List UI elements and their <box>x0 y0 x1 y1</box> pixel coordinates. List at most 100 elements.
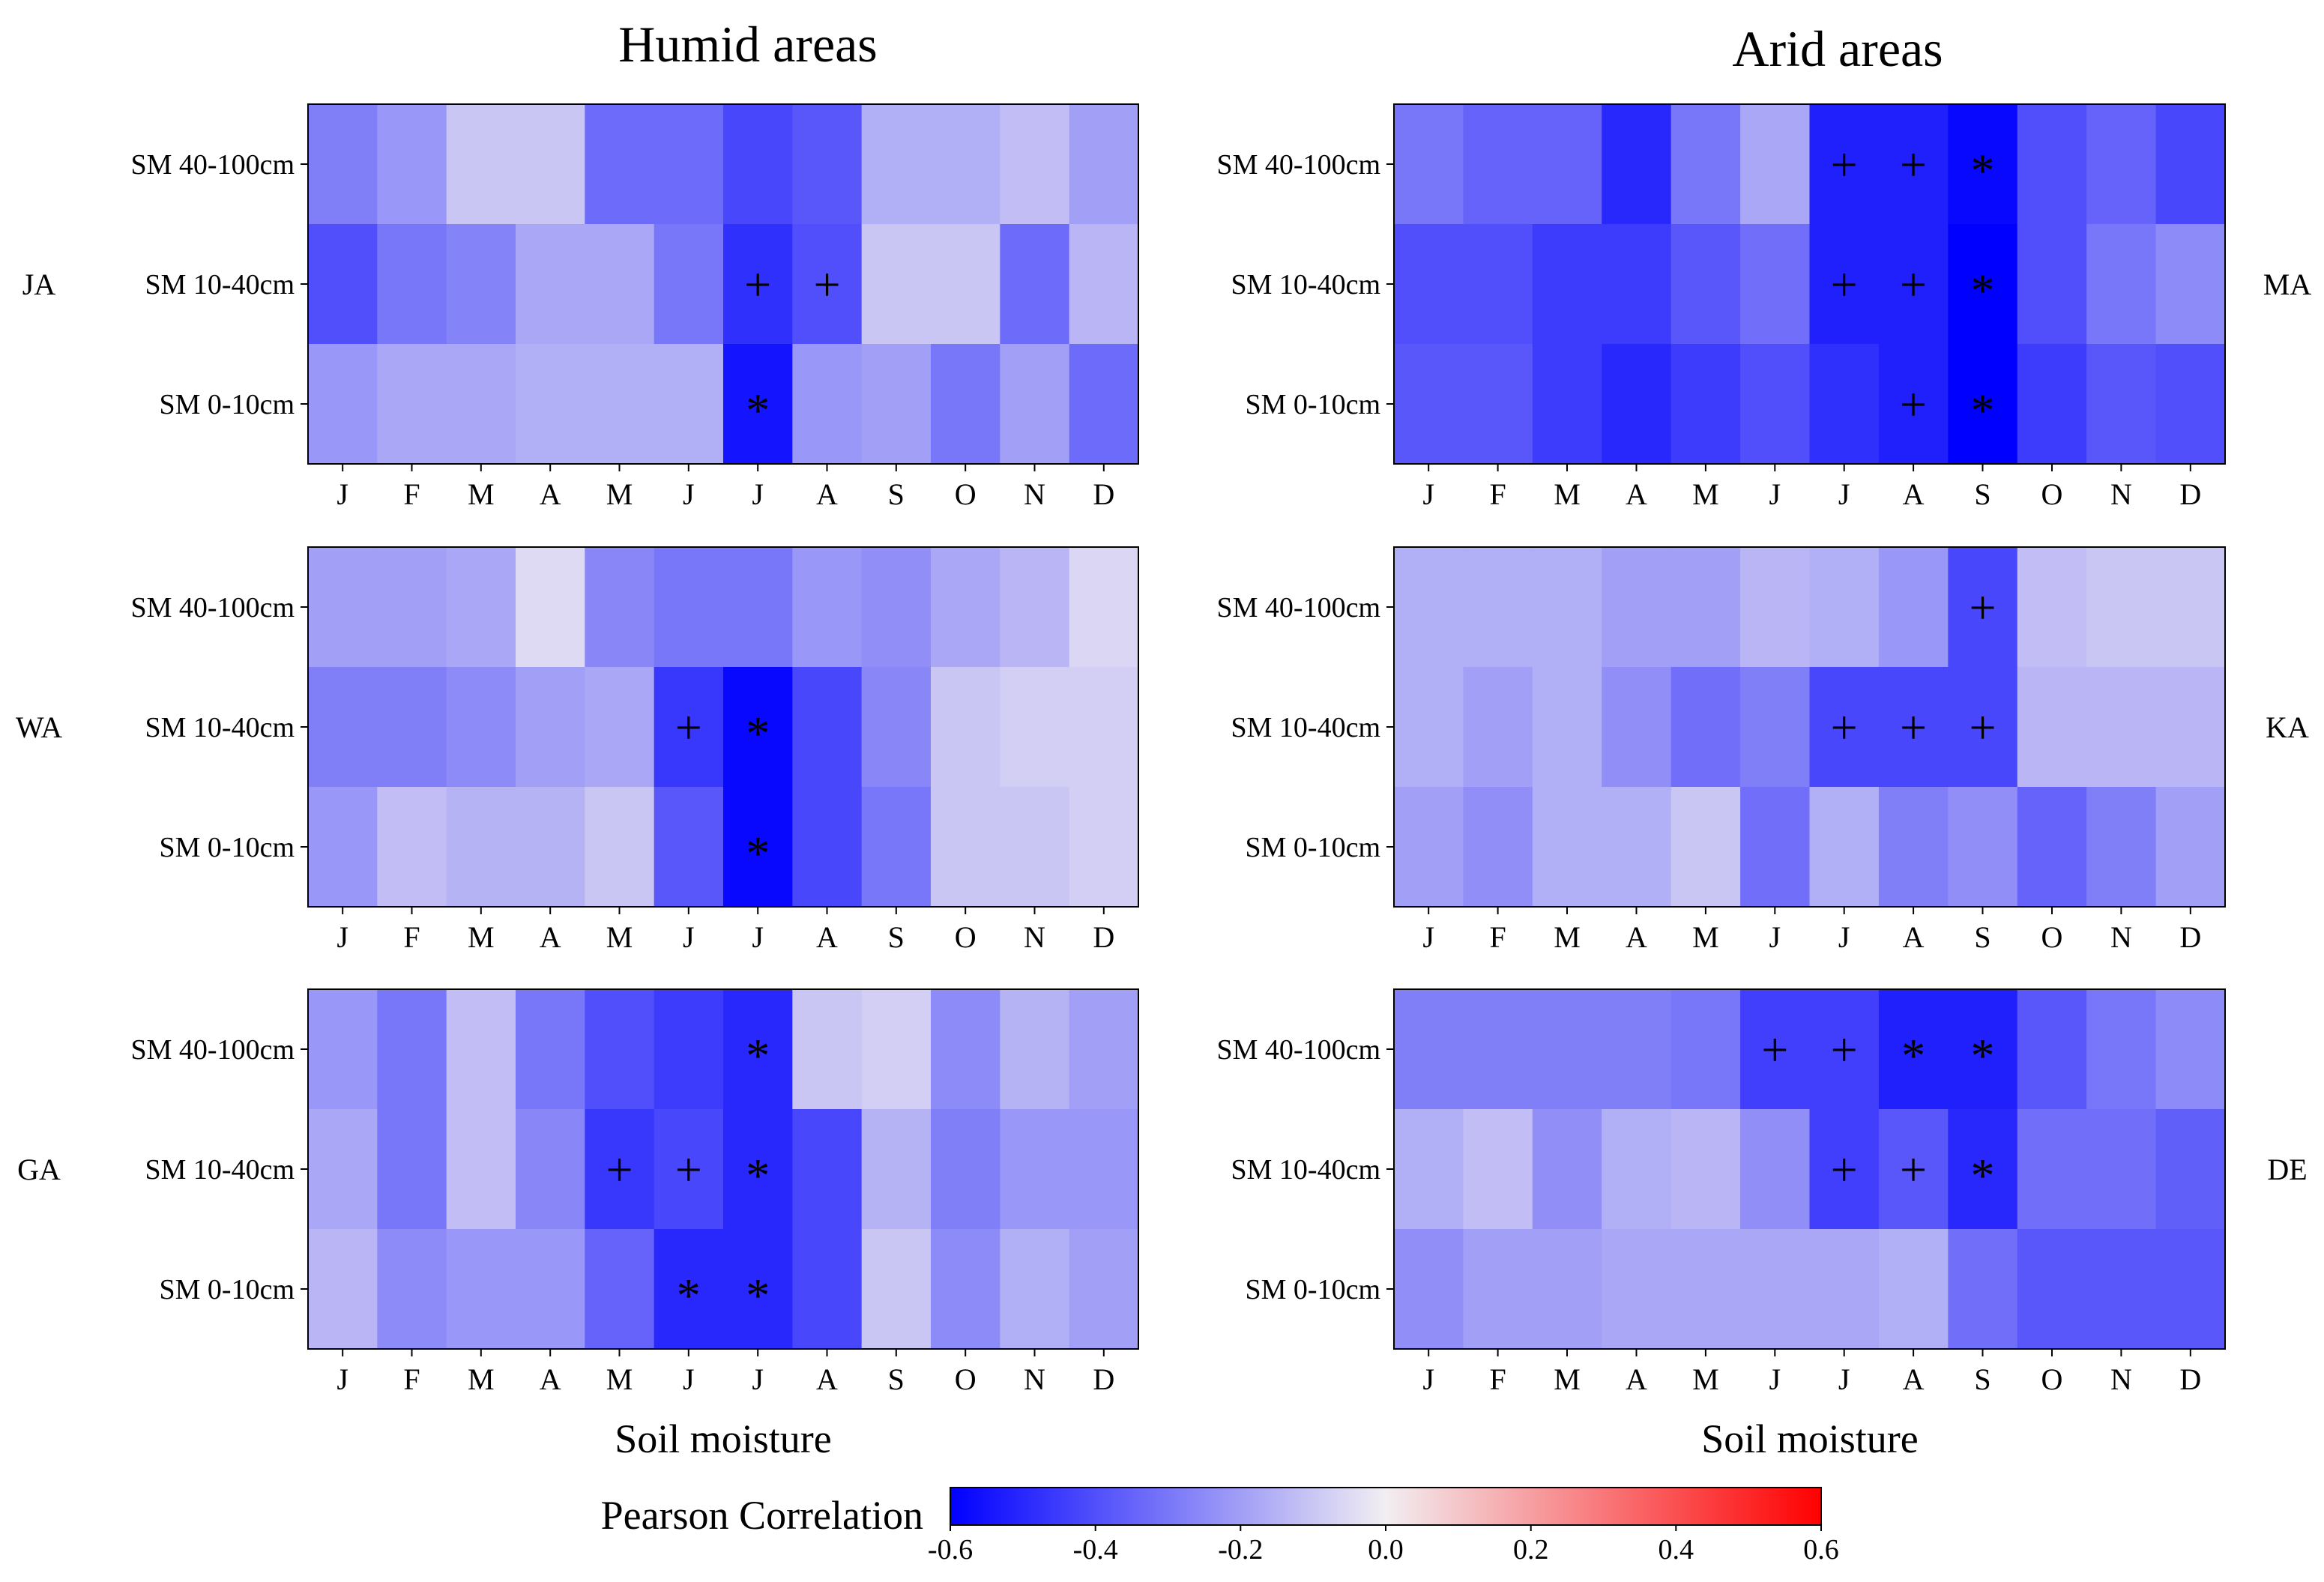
heat-cell <box>654 1109 724 1230</box>
heat-cell <box>1809 344 1880 465</box>
heat-cell <box>1878 1229 1949 1350</box>
month-label: A <box>540 920 561 954</box>
colorbar-tick-label: -0.6 <box>928 1534 973 1566</box>
significance-plus: + <box>606 1143 633 1196</box>
significance-star: * <box>746 1149 770 1202</box>
heat-cell <box>1602 1109 1672 1230</box>
month-label: A <box>816 1362 838 1396</box>
month-label: M <box>606 477 633 511</box>
heat-cell <box>931 547 1000 668</box>
heat-cell <box>1809 989 1880 1110</box>
heat-cell <box>1532 224 1602 345</box>
month-label: M <box>1554 920 1581 954</box>
heat-cell <box>931 344 1000 465</box>
significance-plus: + <box>1831 701 1858 754</box>
heat-cell <box>1394 547 1464 668</box>
heat-cell <box>446 989 516 1110</box>
heat-cell <box>1000 344 1070 465</box>
heat-cell <box>308 104 378 225</box>
heat-cell <box>1670 1109 1741 1230</box>
significance-plus: + <box>1831 1023 1858 1076</box>
heat-cell <box>654 547 724 668</box>
heat-cell <box>792 224 863 345</box>
month-label: J <box>683 920 695 954</box>
heat-cell <box>1670 787 1741 908</box>
month-label: F <box>403 920 420 954</box>
heat-cell <box>516 1109 585 1230</box>
heat-cell <box>1878 344 1949 465</box>
heat-cell <box>1532 1109 1602 1230</box>
heat-cell <box>723 104 793 225</box>
heat-cell <box>861 1109 932 1230</box>
heat-cell <box>1948 1229 2018 1350</box>
heat-cell <box>1069 989 1139 1110</box>
month-label: S <box>888 920 905 954</box>
heat-cell <box>1809 1109 1880 1230</box>
row-label: SM 10-40cm <box>145 712 295 743</box>
heat-cell <box>1740 1109 1811 1230</box>
heat-cell <box>1948 1109 2018 1230</box>
heat-cell <box>446 787 516 908</box>
heat-cell <box>1740 1229 1811 1350</box>
region-label: DE <box>2267 1153 2307 1186</box>
month-label: J <box>752 477 764 511</box>
heat-cell <box>723 1229 793 1350</box>
heat-cell <box>2086 1109 2157 1230</box>
heat-cell <box>861 224 932 345</box>
heat-cell <box>1000 667 1070 788</box>
month-label: J <box>1422 477 1434 511</box>
heat-cell <box>1463 104 1533 225</box>
heat-cell <box>723 224 793 345</box>
heat-cell <box>1069 224 1139 345</box>
month-label: A <box>1626 920 1647 954</box>
heat-cell <box>1809 667 1880 788</box>
month-label: F <box>403 1362 420 1396</box>
month-label: J <box>1838 477 1850 511</box>
row-label: SM 0-10cm <box>160 1274 295 1305</box>
significance-plus: + <box>1831 258 1858 311</box>
significance-plus: + <box>1900 1143 1927 1196</box>
heat-cell <box>861 547 932 668</box>
heat-cell <box>585 104 655 225</box>
heat-cell <box>377 547 447 668</box>
row-label: SM 10-40cm <box>1231 712 1381 743</box>
row-label: SM 0-10cm <box>1246 832 1381 863</box>
heat-cell <box>1740 344 1811 465</box>
heat-cell <box>1000 787 1070 908</box>
heat-cell <box>1809 1229 1880 1350</box>
heat-cell <box>861 667 932 788</box>
month-label: D <box>2179 920 2201 954</box>
month-label: J <box>336 920 348 954</box>
heat-cell <box>1602 667 1672 788</box>
heat-cell <box>1069 1229 1139 1350</box>
heat-cell <box>1463 224 1533 345</box>
month-label: J <box>1769 477 1781 511</box>
heat-cell <box>308 1229 378 1350</box>
month-label: A <box>540 477 561 511</box>
month-label: F <box>1489 477 1506 511</box>
month-label: M <box>468 920 495 954</box>
heat-cell <box>1532 344 1602 465</box>
panel-de: + + * * + + * SM 40-100cm SM 10-40cm SM 0-10cm J F M… <box>1217 988 2308 1396</box>
heat-cell <box>1463 1229 1533 1350</box>
panel-ma: + + * + + * + * SM 40-100cm SM 10-40cm SM 0-10cm J F… <box>1217 103 2311 511</box>
row-label: SM 0-10cm <box>1246 1274 1381 1305</box>
heat-cell <box>2086 1229 2157 1350</box>
month-label: A <box>816 920 838 954</box>
significance-plus: + <box>675 1143 702 1196</box>
month-label: M <box>1692 920 1719 954</box>
heat-cell <box>1602 344 1672 465</box>
month-label: A <box>816 477 838 511</box>
heat-cell <box>792 667 863 788</box>
heat-cell <box>1463 989 1533 1110</box>
significance-plus: + <box>1969 581 1996 634</box>
heat-cell <box>2017 344 2087 465</box>
heat-cell <box>377 989 447 1110</box>
heat-cell <box>2086 989 2157 1110</box>
heat-cell <box>516 787 585 908</box>
heat-cell <box>2155 344 2226 465</box>
heat-cell <box>931 224 1000 345</box>
month-label: A <box>1903 477 1925 511</box>
month-label: N <box>2110 1362 2132 1396</box>
heat-cell <box>1878 224 1949 345</box>
